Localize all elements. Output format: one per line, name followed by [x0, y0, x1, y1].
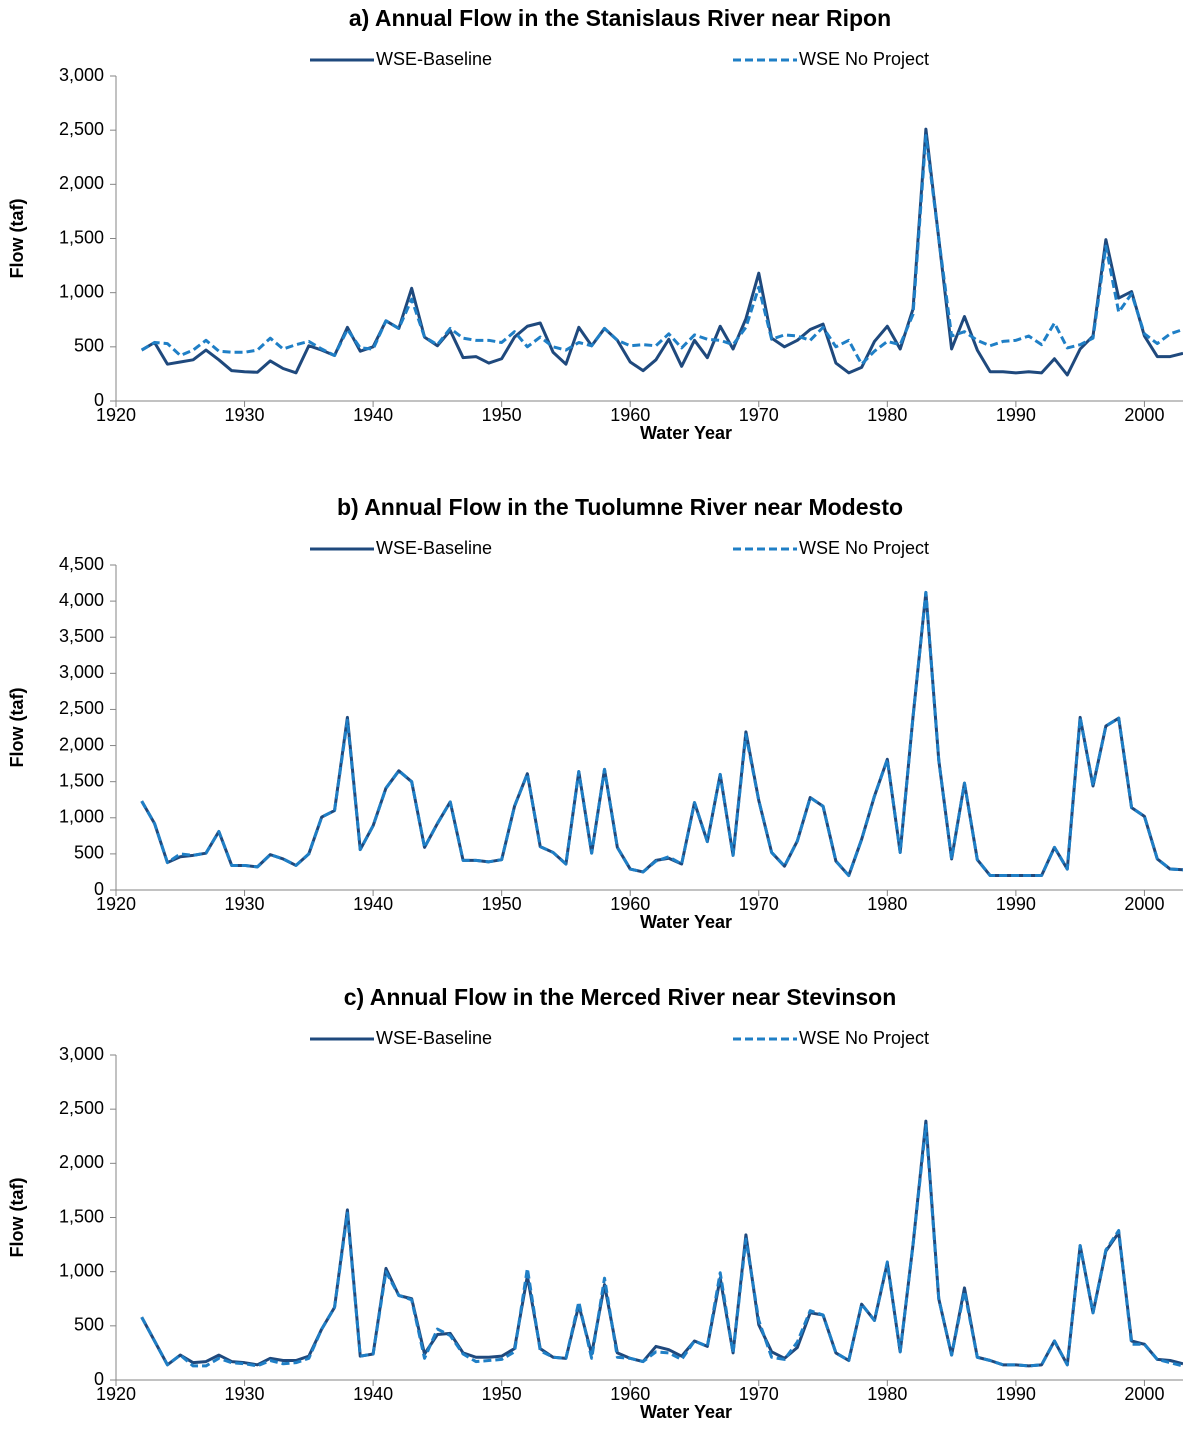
y-tick-label: 0	[94, 390, 104, 410]
x-tick-label: 1970	[739, 894, 779, 914]
y-tick-label: 2,500	[59, 1098, 104, 1118]
x-tick-label: 1940	[353, 1384, 393, 1404]
x-tick-label: 1920	[96, 894, 136, 914]
legend-label: WSE-Baseline	[376, 49, 492, 69]
legend-label: WSE-Baseline	[376, 538, 492, 558]
y-tick-label: 1,500	[59, 1206, 104, 1226]
series-line	[140, 1119, 1183, 1368]
x-tick-label: 1960	[610, 1384, 650, 1404]
y-tick-label: 1,500	[59, 227, 104, 247]
y-tick-label: 1,000	[59, 807, 104, 827]
x-tick-label: 1980	[867, 405, 907, 425]
x-tick-label: 2000	[1124, 1384, 1164, 1404]
y-tick-label: 1,500	[59, 770, 104, 790]
x-tick-label: 1940	[353, 405, 393, 425]
x-tick-label: 2000	[1124, 405, 1164, 425]
x-tick-label: 1990	[996, 894, 1036, 914]
y-tick-label: 1,000	[59, 281, 104, 301]
legend-label: WSE No Project	[799, 538, 929, 558]
y-axis-title: Flow (taf)	[7, 688, 27, 768]
x-tick-label: 1950	[482, 894, 522, 914]
x-tick-label: 1970	[739, 1384, 779, 1404]
chart-title: b) Annual Flow in the Tuolumne River nea…	[337, 494, 903, 520]
x-axis-title: Water Year	[640, 423, 732, 443]
y-tick-label: 2,500	[59, 698, 104, 718]
legend-label: WSE No Project	[799, 49, 929, 69]
x-axis-title: Water Year	[640, 1402, 732, 1422]
series-line	[140, 590, 1183, 878]
y-tick-label: 2,500	[59, 119, 104, 139]
y-tick-label: 500	[74, 1315, 104, 1335]
y-tick-label: 500	[74, 336, 104, 356]
x-tick-label: 2000	[1124, 894, 1164, 914]
y-axis-title: Flow (taf)	[7, 1178, 27, 1258]
y-tick-label: 500	[74, 843, 104, 863]
x-tick-label: 1930	[225, 1384, 265, 1404]
legend-label: WSE No Project	[799, 1028, 929, 1048]
y-tick-label: 1,000	[59, 1260, 104, 1280]
x-tick-label: 1980	[867, 894, 907, 914]
x-tick-label: 1930	[225, 894, 265, 914]
x-tick-label: 1990	[996, 1384, 1036, 1404]
x-tick-label: 1980	[867, 1384, 907, 1404]
y-tick-label: 2,000	[59, 734, 104, 754]
y-tick-label: 2,000	[59, 1152, 104, 1172]
series-line	[140, 134, 1183, 366]
y-tick-label: 4,500	[59, 554, 104, 574]
y-tick-label: 3,500	[59, 626, 104, 646]
y-tick-label: 3,000	[59, 662, 104, 682]
x-tick-label: 1950	[482, 405, 522, 425]
y-tick-label: 4,000	[59, 590, 104, 610]
x-tick-label: 1970	[739, 405, 779, 425]
x-tick-label: 1920	[96, 1384, 136, 1404]
x-tick-label: 1940	[353, 894, 393, 914]
chart-title: c) Annual Flow in the Merced River near …	[344, 984, 897, 1010]
x-tick-label: 1950	[482, 1384, 522, 1404]
y-tick-label: 2,000	[59, 173, 104, 193]
y-tick-label: 0	[94, 879, 104, 899]
y-tick-label: 3,000	[59, 65, 104, 85]
y-tick-label: 0	[94, 1369, 104, 1389]
series-line	[140, 1123, 1183, 1368]
y-tick-label: 3,000	[59, 1044, 104, 1064]
x-tick-label: 1960	[610, 405, 650, 425]
series-line	[140, 127, 1183, 377]
chart-title: a) Annual Flow in the Stanislaus River n…	[349, 5, 891, 31]
x-tick-label: 1960	[610, 894, 650, 914]
x-tick-label: 1990	[996, 405, 1036, 425]
series-line	[140, 590, 1183, 878]
x-tick-label: 1920	[96, 405, 136, 425]
legend-label: WSE-Baseline	[376, 1028, 492, 1048]
x-tick-label: 1930	[225, 405, 265, 425]
y-axis-title: Flow (taf)	[7, 199, 27, 279]
x-axis-title: Water Year	[640, 912, 732, 932]
